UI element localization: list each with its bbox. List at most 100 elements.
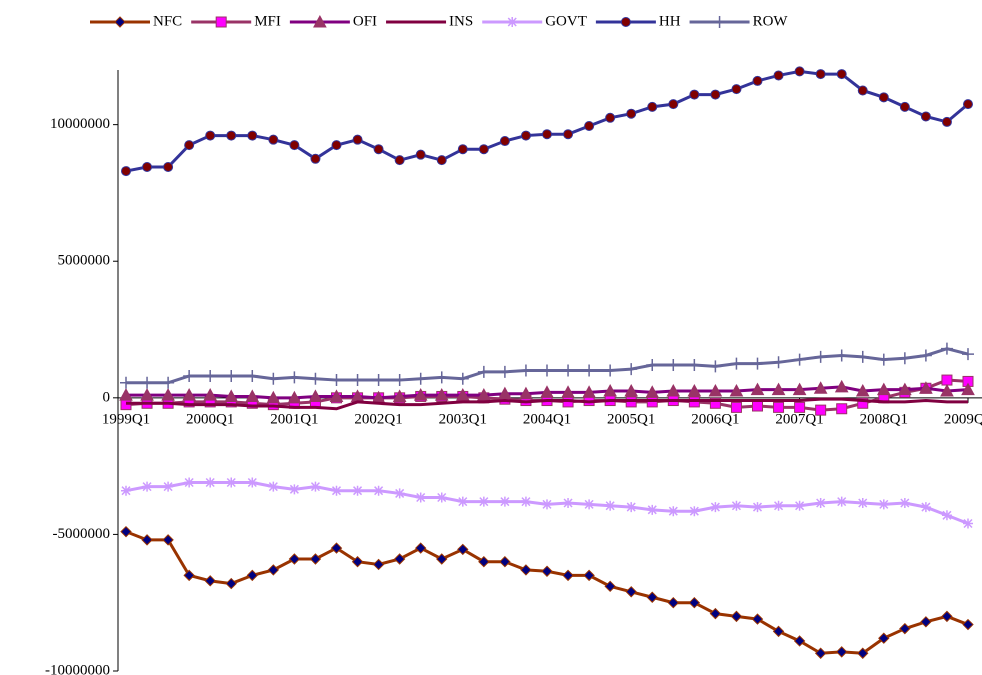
marker [584, 121, 595, 132]
y-tick-label: 10000000 [50, 116, 110, 132]
marker [435, 371, 448, 384]
marker [583, 364, 596, 377]
marker [541, 364, 553, 377]
marker [308, 389, 323, 402]
marker [856, 350, 869, 363]
marker [121, 485, 131, 496]
marker [562, 569, 574, 582]
marker [163, 161, 174, 172]
marker [162, 534, 174, 546]
marker [667, 359, 680, 372]
marker [919, 349, 932, 362]
marker [626, 108, 637, 119]
marker [605, 112, 616, 123]
marker [247, 130, 258, 141]
marker [478, 556, 490, 568]
marker [498, 386, 512, 400]
x-tick-label: 2004Q1 [523, 411, 571, 427]
marker [224, 389, 239, 402]
marker [542, 499, 552, 510]
marker [540, 385, 554, 398]
x-tick-label: 2000Q1 [186, 411, 234, 427]
marker [752, 75, 763, 86]
marker [836, 403, 848, 415]
marker [226, 477, 237, 488]
marker [688, 596, 701, 609]
marker [709, 397, 721, 409]
marker [793, 635, 806, 647]
marker [878, 499, 889, 510]
marker [246, 569, 259, 582]
marker [266, 390, 281, 404]
marker [541, 565, 553, 577]
marker [667, 596, 680, 609]
marker [309, 553, 322, 565]
series [121, 477, 973, 529]
marker [373, 144, 384, 155]
series [119, 379, 975, 404]
marker [668, 506, 679, 517]
marker [963, 518, 973, 529]
marker [772, 625, 785, 638]
marker [288, 553, 301, 565]
marker [162, 376, 175, 389]
x-tick-label: 2006Q1 [691, 411, 739, 427]
marker [140, 388, 154, 401]
marker [393, 374, 406, 387]
marker [899, 497, 910, 508]
series-line [125, 69, 969, 173]
marker [414, 372, 427, 385]
marker [688, 359, 701, 372]
marker [834, 379, 849, 393]
marker [225, 369, 238, 382]
marker [603, 383, 617, 397]
marker [499, 496, 510, 507]
marker [878, 632, 890, 644]
marker [289, 140, 300, 151]
marker [478, 496, 489, 507]
marker [520, 564, 532, 576]
marker [329, 389, 344, 402]
y-tick-label: -5000000 [53, 526, 111, 542]
marker [794, 500, 805, 511]
x-tick-label: 2002Q1 [354, 411, 402, 427]
marker [855, 383, 870, 397]
marker [268, 134, 279, 145]
marker [626, 502, 637, 513]
marker [689, 89, 700, 100]
marker [415, 149, 426, 160]
marker [710, 89, 721, 100]
marker [836, 496, 847, 507]
marker [413, 388, 428, 401]
marker [205, 477, 216, 488]
marker [477, 365, 490, 378]
x-tick-label: 2007Q1 [775, 411, 823, 427]
marker [646, 591, 658, 603]
marker [372, 558, 385, 571]
marker [813, 381, 828, 394]
marker [141, 534, 153, 546]
marker [114, 16, 126, 28]
marker [708, 383, 723, 397]
marker [920, 616, 932, 628]
marker [941, 510, 952, 521]
marker [941, 610, 953, 623]
marker [457, 144, 468, 155]
marker [857, 85, 868, 96]
marker [434, 388, 449, 401]
marker [773, 70, 784, 81]
marker [624, 383, 639, 397]
marker [456, 372, 469, 385]
marker [709, 607, 722, 620]
legend: NFC MFI OFI INS GOVT HH ROW [90, 13, 788, 29]
marker [288, 371, 301, 384]
marker [478, 144, 489, 155]
marker [267, 372, 280, 385]
marker [245, 389, 260, 402]
marker [962, 348, 974, 361]
marker [625, 363, 638, 376]
marker [352, 485, 363, 496]
marker [267, 564, 280, 576]
marker [477, 388, 491, 401]
marker [815, 497, 826, 508]
